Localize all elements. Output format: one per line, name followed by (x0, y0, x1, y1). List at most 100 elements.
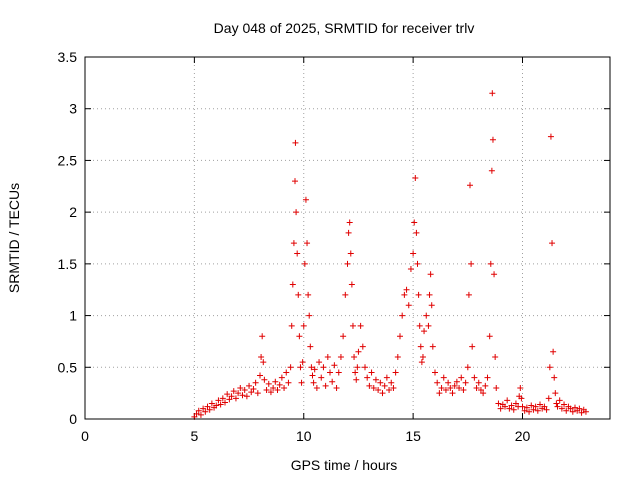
data-point (296, 333, 303, 340)
data-point (340, 333, 347, 340)
data-point (519, 403, 526, 410)
data-point (342, 291, 349, 298)
data-point (250, 386, 257, 393)
data-point (327, 369, 333, 376)
data-point (246, 382, 253, 389)
data-point (436, 390, 443, 397)
data-point (438, 384, 445, 391)
data-point (349, 322, 356, 329)
data-point (335, 369, 342, 376)
data-point (267, 389, 274, 396)
data-point (320, 364, 327, 371)
y-tick-label: 3 (69, 101, 77, 117)
data-point (510, 406, 517, 413)
data-point (447, 384, 454, 391)
data-point (543, 406, 550, 413)
data-point (366, 382, 373, 389)
data-point (232, 395, 239, 402)
data-point (576, 405, 583, 412)
data-point (558, 405, 565, 412)
data-point (383, 374, 390, 381)
data-point (397, 333, 403, 340)
data-point (353, 376, 360, 383)
data-point (287, 364, 294, 371)
y-tick-label: 1.5 (58, 256, 78, 272)
data-point (195, 407, 202, 414)
data-point (364, 374, 371, 381)
data-point (550, 348, 557, 355)
data-point (521, 407, 528, 414)
data-point (473, 384, 480, 391)
data-point (316, 359, 323, 366)
y-tick-label: 3.5 (58, 49, 78, 65)
data-point (561, 401, 568, 408)
data-point (449, 390, 456, 397)
data-point (486, 333, 493, 340)
data-point (426, 291, 433, 298)
data-point (517, 384, 524, 391)
data-point (428, 302, 435, 309)
data-point (357, 322, 364, 329)
y-tick-label: 0 (69, 411, 77, 427)
data-point (235, 390, 242, 397)
data-point (418, 359, 425, 366)
data-point (477, 387, 484, 394)
data-point (394, 353, 401, 360)
data-point (300, 322, 307, 329)
data-point (283, 369, 290, 376)
data-point (458, 374, 465, 381)
data-point (414, 260, 421, 267)
data-point (407, 266, 414, 273)
data-point (506, 405, 513, 412)
data-point (489, 90, 496, 97)
data-point (351, 353, 358, 360)
data-point (288, 322, 295, 329)
x-axis-label: GPS time / hours (291, 457, 398, 473)
data-point (475, 379, 482, 386)
data-point (410, 250, 417, 257)
data-point (333, 384, 340, 391)
data-point (318, 374, 325, 381)
x-tick-label: 15 (405, 428, 421, 444)
data-point (278, 374, 285, 381)
data-point (345, 229, 352, 236)
data-point (465, 291, 472, 298)
data-point (421, 328, 428, 335)
data-point (451, 382, 458, 389)
data-point (440, 374, 447, 381)
data-point (528, 402, 535, 409)
data-point (304, 240, 311, 247)
data-point (292, 178, 298, 185)
x-tick-label: 20 (515, 428, 531, 444)
data-point (260, 359, 267, 366)
data-point (482, 382, 489, 389)
y-tick-labels: 0 0.5 1 1.5 2 2.5 3 3.5 (58, 49, 78, 427)
data-point (248, 389, 255, 396)
data-point (582, 408, 589, 415)
data-point (292, 139, 299, 146)
data-point (480, 390, 487, 397)
data-point (495, 400, 502, 407)
data-point (310, 379, 317, 386)
data-point (412, 175, 419, 182)
data-point (352, 369, 359, 376)
data-point (272, 378, 279, 385)
data-point (468, 260, 475, 267)
data-point (508, 402, 515, 409)
data-point (434, 379, 441, 386)
data-point (518, 395, 525, 402)
data-point (239, 392, 246, 399)
data-point (254, 390, 261, 397)
x-tick-labels: 0 5 10 15 20 (81, 428, 530, 444)
plot-frame (84, 56, 611, 420)
data-point (390, 384, 397, 391)
data-point (193, 410, 200, 417)
data-point (329, 378, 336, 385)
data-point (213, 402, 220, 409)
data-point (423, 312, 430, 319)
data-point (523, 404, 530, 411)
data-point (556, 397, 563, 404)
data-point (512, 400, 519, 407)
data-point (415, 291, 422, 298)
data-point (308, 364, 315, 371)
